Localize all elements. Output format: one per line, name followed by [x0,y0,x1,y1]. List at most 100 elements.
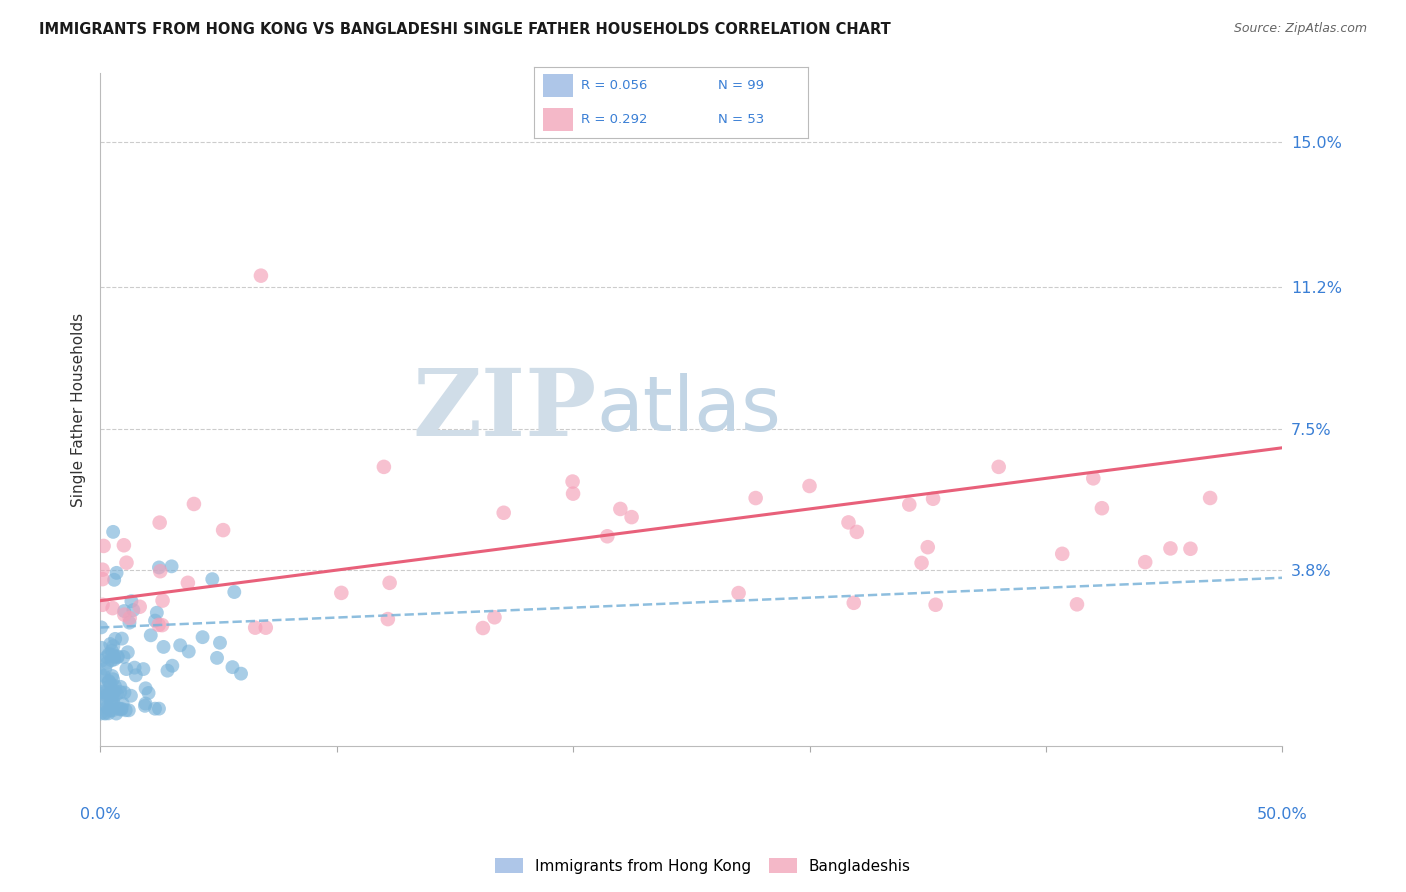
Point [143,614,166,628]
Point [201,572,224,586]
Point [484,610,506,624]
Point [90,640,112,655]
Point [224,585,246,599]
Point [146,606,169,620]
Point [103,703,125,717]
Point [100,699,122,714]
Point [90,667,112,681]
Point [91,563,114,577]
Point [101,524,124,539]
Point [107,649,129,664]
Point [98,687,121,701]
Point [94,694,117,708]
Point [105,566,128,580]
Point [90,620,112,634]
Point [120,689,142,703]
FancyBboxPatch shape [543,74,572,97]
Text: R = 0.056: R = 0.056 [581,79,647,92]
Point [727,586,749,600]
Point [90,693,112,707]
Point [229,666,252,681]
Point [139,628,162,642]
Point [205,651,228,665]
Point [91,598,114,612]
Point [103,695,125,709]
Point [100,677,122,691]
Point [1052,547,1074,561]
Point [101,669,124,683]
Point [160,559,183,574]
Point [208,636,231,650]
Point [101,672,124,686]
Point [561,475,583,489]
Point [94,706,117,721]
Point [148,618,170,632]
Point [112,649,135,664]
Point [250,268,273,283]
Point [148,701,170,715]
Point [107,650,129,665]
Point [93,539,115,553]
Point [104,632,127,646]
Point [373,459,395,474]
Point [96,689,118,703]
Point [1199,491,1222,505]
Point [101,648,124,662]
Point [744,491,766,505]
Point [377,612,399,626]
Point [115,556,138,570]
Point [94,662,117,676]
Point [96,700,118,714]
Point [837,516,859,530]
Point [243,621,266,635]
Point [97,647,120,661]
Point [93,706,115,720]
FancyBboxPatch shape [543,108,572,131]
Legend: Immigrants from Hong Kong, Bangladeshis: Immigrants from Hong Kong, Bangladeshis [489,852,917,880]
Point [162,658,184,673]
Point [122,603,145,617]
Point [97,674,120,689]
Point [898,498,921,512]
Text: IMMIGRANTS FROM HONG KONG VS BANGLADESHI SINGLE FATHER HOUSEHOLDS CORRELATION CH: IMMIGRANTS FROM HONG KONG VS BANGLADESHI… [39,22,891,37]
Point [100,695,122,709]
Point [105,687,128,701]
Point [987,459,1010,474]
Point [101,688,124,702]
Point [135,681,157,696]
Point [104,684,127,698]
Point [1083,471,1105,485]
Point [148,560,170,574]
Point [97,706,120,721]
Point [149,516,172,530]
Point [93,686,115,700]
Point [609,502,631,516]
Point [103,639,125,653]
Y-axis label: Single Father Households: Single Father Households [72,312,86,507]
Point [149,564,172,578]
Point [1066,597,1088,611]
Point [111,632,134,646]
Point [212,523,235,537]
Point [96,650,118,665]
Point [1135,555,1157,569]
Point [110,685,132,699]
Point [917,540,939,554]
Text: N = 53: N = 53 [718,113,765,126]
Point [105,706,128,721]
Point [1159,541,1181,556]
Point [112,538,135,552]
Point [101,601,124,615]
Point [90,654,112,668]
Point [842,596,865,610]
Point [97,674,120,689]
Point [924,598,946,612]
Point [115,662,138,676]
Point [110,680,132,694]
Point [96,656,118,670]
Point [118,615,141,630]
Point [620,510,643,524]
Point [492,506,515,520]
Point [128,599,150,614]
Text: atlas: atlas [596,373,782,447]
